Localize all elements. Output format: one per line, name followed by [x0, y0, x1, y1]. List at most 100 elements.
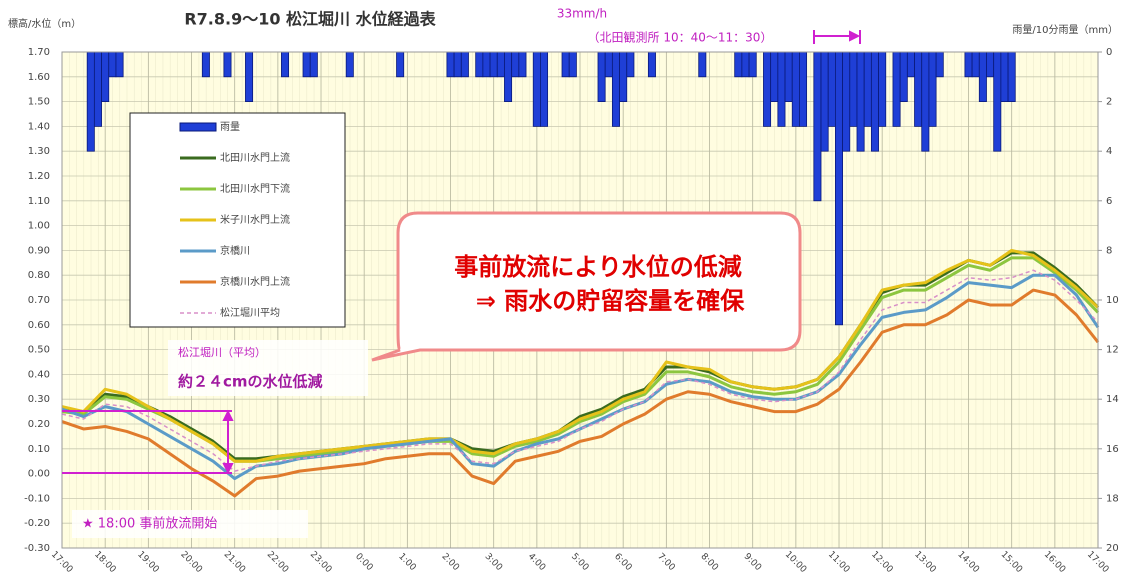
y-tick-label: 1.00 — [28, 221, 50, 232]
reduction-label: 約２４cmの水位低減 — [178, 373, 323, 391]
x-tick-label: 23:00 — [308, 550, 334, 576]
rain-bar — [993, 51, 1002, 152]
rain-bar — [1000, 51, 1009, 102]
rain-bar — [396, 51, 405, 78]
rain-bar — [108, 51, 117, 78]
y2-tick-label: 4 — [1106, 146, 1112, 157]
rain-bar — [511, 51, 520, 78]
y-tick-label: 1.40 — [28, 121, 50, 132]
reduction-marker — [62, 409, 234, 475]
water-level-line — [61, 248, 1100, 463]
x-tick-label: 14:00 — [955, 550, 981, 576]
x-tick-label: 15:00 — [999, 550, 1025, 576]
water-level-line — [61, 273, 1100, 481]
rain-bar — [460, 51, 469, 78]
rain-bar — [899, 51, 908, 102]
rain-bar — [791, 51, 800, 127]
y2-tick-label: 8 — [1106, 245, 1112, 256]
rain-bar — [345, 51, 354, 78]
legend-swatch — [179, 122, 217, 132]
rain-bar — [93, 51, 102, 127]
rain-bar — [734, 51, 743, 78]
rain-bar — [770, 51, 779, 102]
x-tick-label: 20:00 — [178, 550, 204, 576]
x-tick-label: 13:00 — [912, 550, 938, 576]
rain-bar — [532, 51, 541, 127]
rain-bar — [820, 51, 829, 152]
callout-text: 事前放流により水位の低減 — [454, 253, 742, 281]
x-tick-label: 8:00 — [698, 552, 720, 574]
x-tick-label: 21:00 — [222, 550, 248, 576]
rain-bar — [561, 51, 570, 78]
rain-bar — [453, 51, 462, 78]
y2-tick-label: 0 — [1106, 47, 1112, 58]
legend-label: 雨量 — [220, 121, 240, 133]
water-level-line — [61, 269, 1099, 472]
rain-bar — [482, 51, 491, 78]
y-tick-label: 0.10 — [28, 444, 50, 455]
rain-bar — [986, 51, 995, 78]
rain-bar — [928, 51, 937, 127]
rain-bar — [827, 51, 836, 127]
x-tick-label: 18:00 — [92, 550, 118, 576]
y-tick-label: 1.70 — [28, 47, 50, 58]
y-tick-label: 0.30 — [28, 394, 50, 405]
rain-bar — [611, 51, 620, 127]
y2-tick-label: 2 — [1106, 97, 1112, 108]
rain-bar — [777, 51, 786, 127]
y-tick-label: 0.40 — [28, 369, 50, 380]
y2-tick-label: 6 — [1106, 196, 1112, 207]
rain-bar — [741, 51, 750, 78]
rain-bar — [849, 51, 858, 127]
rain-bar — [647, 51, 656, 78]
rain-peak: 33mm/h — [557, 7, 607, 21]
callout-text: ⇒ 雨水の貯留容量を確保 — [476, 287, 745, 315]
water-level-line — [61, 288, 1100, 498]
marks — [61, 51, 1100, 498]
y-tick-label: -0.10 — [24, 493, 50, 504]
rain-bar — [101, 51, 110, 102]
rain-bar — [935, 51, 944, 78]
rain-bar — [309, 51, 318, 78]
y-tick-label: 1.50 — [28, 97, 50, 108]
rain-bar — [748, 51, 757, 78]
rain-bar — [863, 51, 872, 127]
callout-box — [371, 211, 802, 362]
y-tick-label: -0.30 — [24, 543, 50, 554]
rain-bar — [799, 51, 808, 127]
x-tick-label: 19:00 — [135, 550, 161, 576]
x-tick-label: 2:00 — [439, 552, 461, 574]
rain-bar — [870, 51, 879, 152]
reduction-box — [168, 340, 368, 396]
y2-tick-label: 16 — [1106, 444, 1119, 455]
rain-bar — [604, 51, 613, 78]
rain-bar — [446, 51, 455, 78]
chart-title: R7.8.9～10 松江堀川 水位経過表 — [184, 10, 436, 29]
rain-bar — [763, 51, 772, 127]
y2-tick-label: 20 — [1106, 543, 1119, 554]
rain-bar — [597, 51, 606, 102]
legend-label: 米子川水門上流 — [220, 213, 290, 226]
y-tick-label: 0.80 — [28, 270, 50, 281]
rain-period: （北田観測所 10：40～11：30） — [588, 31, 773, 45]
period-arrow — [813, 30, 861, 44]
y-tick-label: 0.20 — [28, 419, 50, 430]
x-tick-label: 9:00 — [742, 552, 764, 574]
rain-bar — [892, 51, 901, 127]
rain-bar — [496, 51, 505, 78]
y2-tick-label: 18 — [1106, 493, 1119, 504]
y2-tick-label: 10 — [1106, 295, 1119, 306]
x-tick-label: 7:00 — [655, 552, 677, 574]
y-tick-label: 0.50 — [28, 345, 50, 356]
x-tick-label: 12:00 — [869, 550, 895, 576]
rain-bar — [201, 51, 210, 78]
rain-bar — [878, 51, 887, 127]
rain-bar — [906, 51, 915, 78]
y2-tick-label: 14 — [1106, 394, 1119, 405]
y-tick-label: 0.00 — [28, 469, 50, 480]
rain-bar — [619, 51, 628, 102]
start-box — [72, 510, 308, 538]
avg-label: 松江堀川（平均） — [178, 345, 266, 359]
rain-bar — [475, 51, 484, 78]
